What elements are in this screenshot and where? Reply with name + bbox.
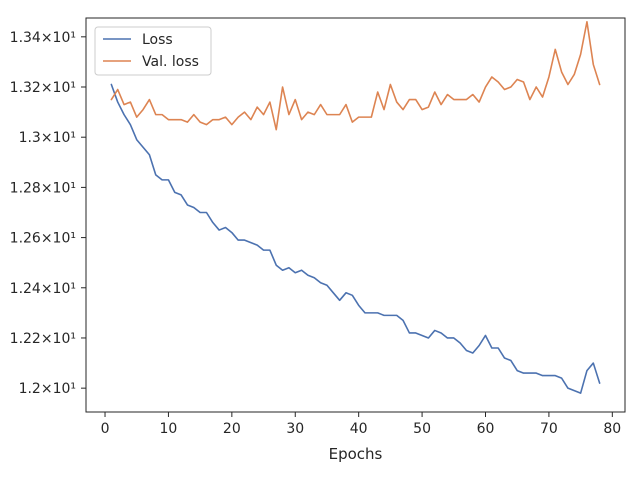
legend-label-loss: Loss: [142, 32, 173, 48]
x-axis: 0 10 20 30 40 50 60 70 80: [101, 412, 621, 437]
series-layer: [110, 20, 601, 394]
y-tick-label: 1.3×10¹: [19, 130, 76, 146]
legend: Loss Val. loss: [94, 26, 212, 76]
series-line-val-loss: [110, 20, 601, 131]
x-tick-label: 80: [603, 421, 621, 437]
y-axis: 1.2×10¹ 1.22×10¹ 1.24×10¹ 1.26×10¹ 1.28×10¹ 1…: [10, 30, 86, 397]
y-tick-label: 1.28×10¹: [10, 180, 76, 196]
x-tick-label: 0: [101, 421, 110, 437]
x-tick-label: 10: [160, 421, 178, 437]
y-tick-label: 1.2×10¹: [19, 381, 76, 397]
x-tick-label: 70: [540, 421, 558, 437]
legend-label-val-loss: Val. loss: [142, 54, 199, 70]
y-tick-label: 1.32×10¹: [10, 80, 76, 96]
y-tick-label: 1.24×10¹: [10, 281, 76, 297]
y-tick-label: 1.34×10¹: [10, 30, 76, 46]
plot-frame: [85, 17, 626, 413]
x-tick-label: 60: [477, 421, 495, 437]
x-tick-label: 30: [286, 421, 304, 437]
x-tick-label: 20: [223, 421, 241, 437]
y-tick-label: 1.22×10¹: [10, 331, 76, 347]
x-tick-label: 40: [350, 421, 368, 437]
x-axis-label: Epochs: [329, 445, 383, 463]
y-tick-label: 1.26×10¹: [10, 231, 76, 247]
x-tick-label: 50: [413, 421, 431, 437]
series-line-loss: [110, 83, 601, 394]
